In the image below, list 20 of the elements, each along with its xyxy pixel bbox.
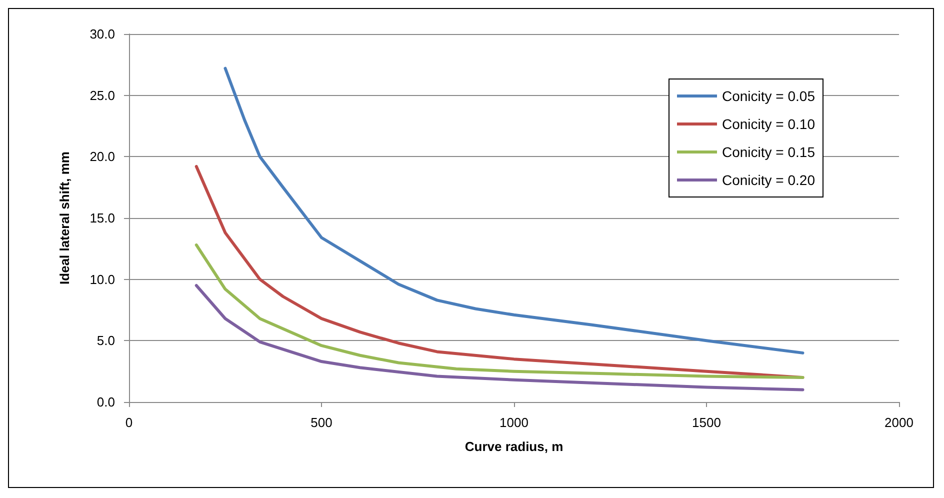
x-tick-label: 1500 <box>692 415 721 430</box>
legend-label: Conicity = 0.20 <box>722 172 816 188</box>
legend-label: Conicity = 0.15 <box>722 144 816 160</box>
y-tick-label: 5.0 <box>96 333 115 348</box>
y-tick-label: 20.0 <box>90 149 115 164</box>
legend-label: Conicity = 0.05 <box>722 88 816 104</box>
x-tick-label: 2000 <box>884 415 914 430</box>
y-axis-title: Ideal lateral shift, mm <box>57 152 72 284</box>
line-series <box>194 243 804 379</box>
x-tick-label: 1000 <box>500 415 528 430</box>
x-axis-title: Curve radius, m <box>464 439 564 454</box>
y-tick-label: 0.0 <box>96 394 115 410</box>
y-tick-label: 25.0 <box>90 88 115 103</box>
y-tick-label: 15.0 <box>90 210 115 226</box>
y-tick-label: 10.0 <box>90 272 115 287</box>
x-tick-label: 500 <box>310 415 332 430</box>
x-tick-label: 0 <box>125 415 133 430</box>
legend-label: Conicity = 0.10 <box>722 116 816 132</box>
y-tick-label: 30.0 <box>90 26 115 42</box>
line-series <box>194 284 804 392</box>
